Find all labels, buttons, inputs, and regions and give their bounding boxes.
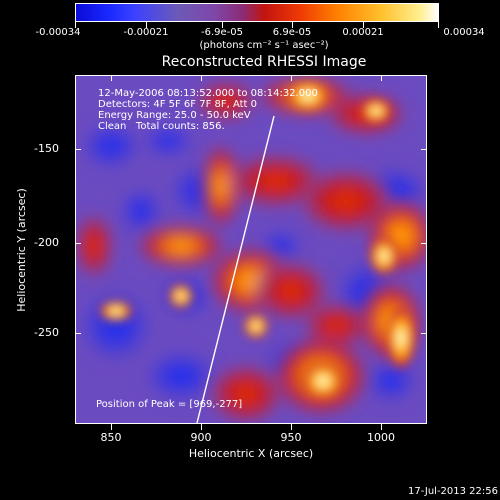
colorbar-tick xyxy=(222,22,223,28)
colorbar-tick xyxy=(438,22,439,28)
colorbar-tick-label: 0.00021 xyxy=(342,27,384,38)
image-map xyxy=(76,76,426,423)
y-tick xyxy=(75,243,81,244)
time-range-text: 12-May-2006 08:13:52.000 to 08:14:32.000 xyxy=(98,88,318,99)
image-info-block: 12-May-2006 08:13:52.000 to 08:14:32.000… xyxy=(98,88,318,132)
colorbar-tick xyxy=(146,22,147,28)
x-tick-label: 900 xyxy=(190,431,212,444)
colorbar xyxy=(75,3,439,22)
y-tick-label: -200 xyxy=(34,236,59,249)
y-tick-right xyxy=(421,149,427,150)
y-tick-right xyxy=(421,333,427,334)
x-tick-top xyxy=(381,75,382,81)
y-tick xyxy=(75,149,81,150)
y-tick xyxy=(75,333,81,334)
colorbar-tick-label: -0.00034 xyxy=(35,27,81,38)
image-title: Reconstructed RHESSI Image xyxy=(161,54,367,70)
y-tick-label: -150 xyxy=(34,142,59,155)
timestamp: 17-Jul-2013 22:56 xyxy=(407,486,498,497)
x-tick-top xyxy=(201,75,202,81)
x-tick xyxy=(201,424,202,430)
energy-range-text: Energy Range: 25.0 - 50.0 keV xyxy=(98,110,251,121)
x-tick-top xyxy=(111,75,112,81)
y-tick-right xyxy=(421,243,427,244)
x-tick-label: 950 xyxy=(280,431,302,444)
colorbar-tick-label: 0.00034 xyxy=(443,27,485,38)
colorbar-tick xyxy=(363,22,364,28)
x-axis-title: Heliocentric X (arcsec) xyxy=(188,447,314,460)
x-tick xyxy=(381,424,382,430)
y-tick-label: -250 xyxy=(34,326,59,339)
rhessi-image-plot: 12-May-2006 08:13:52.000 to 08:14:32.000… xyxy=(75,75,427,424)
x-tick-top xyxy=(291,75,292,81)
x-tick xyxy=(111,424,112,430)
colorbar-units: (photons cm⁻² s⁻¹ asec⁻²) xyxy=(199,40,329,51)
colorbar-tick-label: -6.9e-05 xyxy=(201,27,243,38)
solar-limb-line xyxy=(196,115,275,423)
x-tick-label: 850 xyxy=(100,431,122,444)
colorbar-tick xyxy=(292,22,293,28)
x-tick-label: 1000 xyxy=(367,431,395,444)
colorbar-tick-label: 6.9e-05 xyxy=(272,27,312,38)
y-axis-title: Heliocentric Y (arcsec) xyxy=(15,188,28,312)
detectors-text: Detectors: 4F 5F 6F 7F 8F, Att 0 xyxy=(98,99,258,110)
x-tick xyxy=(291,424,292,430)
peak-position-label: Position of Peak = [969,-277] xyxy=(96,399,243,410)
clean-counts-text: Clean Total counts: 856. xyxy=(98,121,225,132)
colorbar-tick-label: -0.00021 xyxy=(123,27,169,38)
colorbar-tick xyxy=(75,22,76,28)
